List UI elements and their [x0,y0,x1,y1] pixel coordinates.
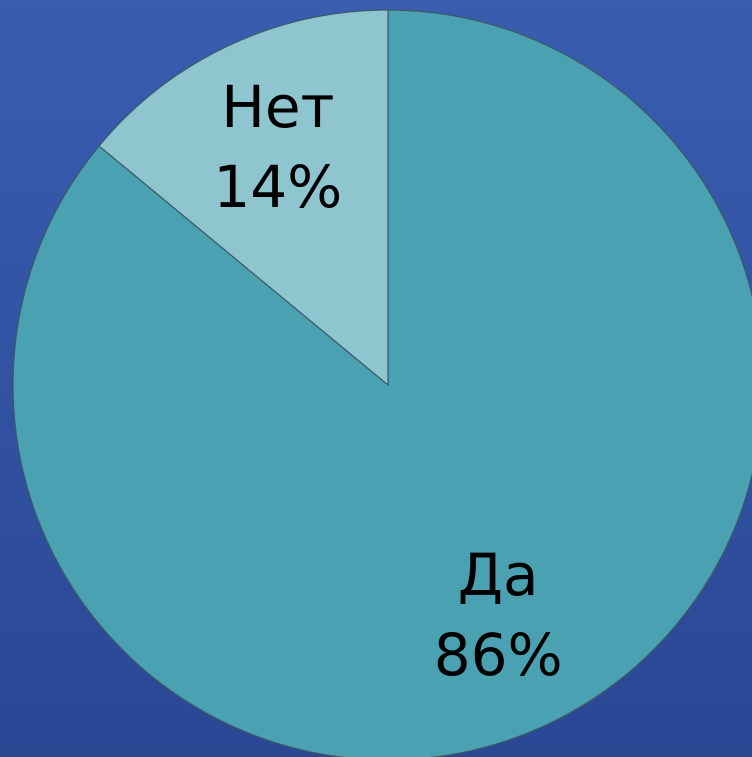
slice-category-label: Да [458,541,539,609]
pie-slice [98,9,389,387]
pie-slice [12,9,752,757]
slice-category-label: Нет [221,73,334,141]
slice-value-label: 86% [434,621,563,689]
slice-value-label: 14% [213,153,342,221]
